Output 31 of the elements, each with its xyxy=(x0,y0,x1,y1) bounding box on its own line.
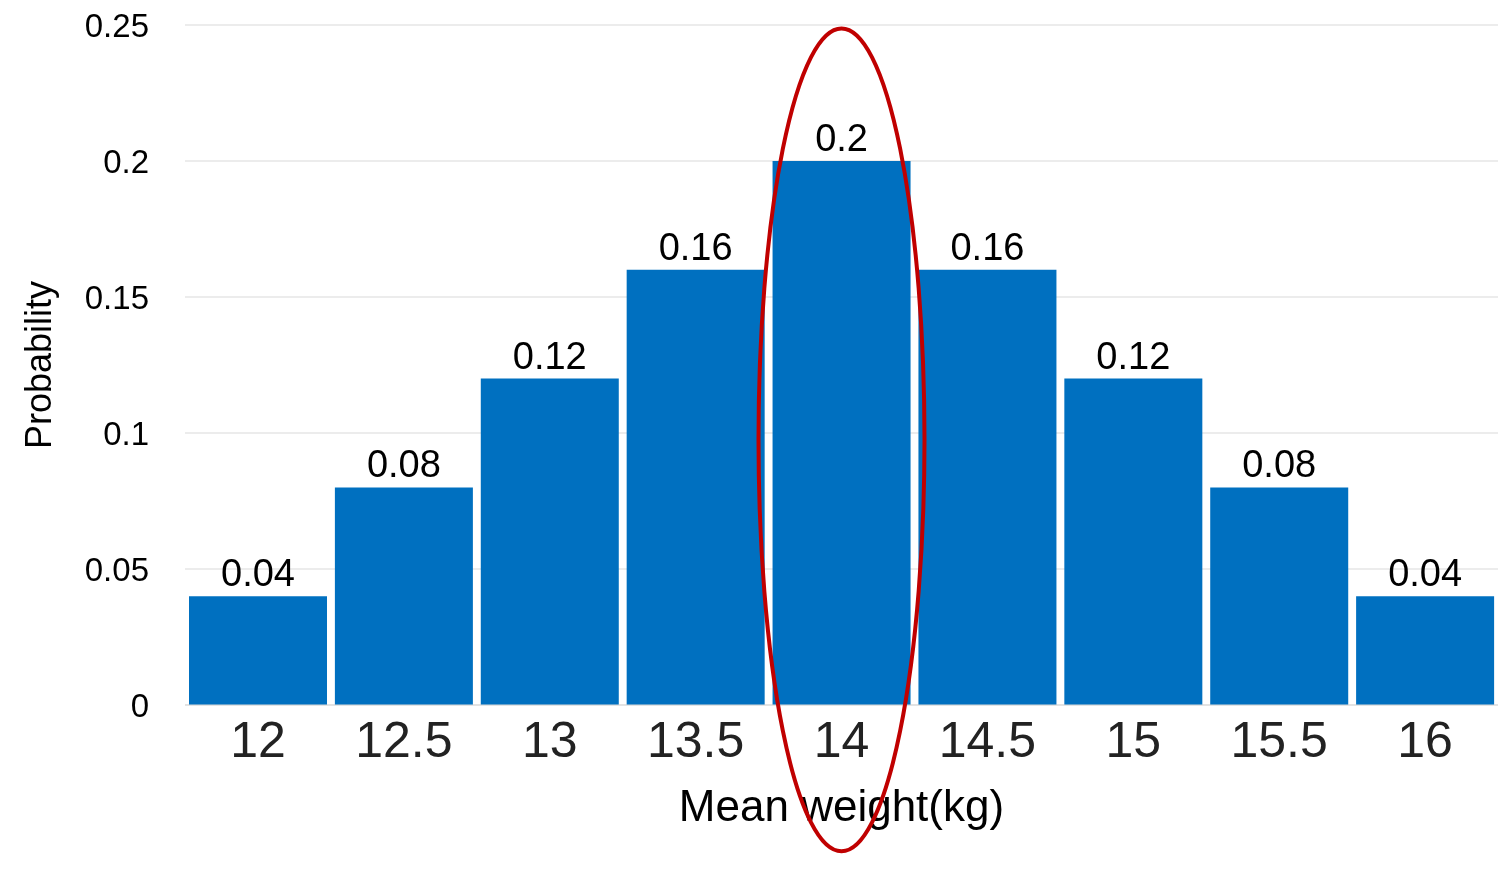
data-label: 0.16 xyxy=(658,225,733,268)
bar xyxy=(189,596,327,705)
y-tick-label: 0.15 xyxy=(84,278,149,316)
x-tick-label: 16 xyxy=(1397,711,1453,768)
x-tick-label: 14 xyxy=(813,711,870,768)
y-tick-label: 0 xyxy=(130,686,149,724)
y-tick-label: 0.1 xyxy=(103,414,149,452)
bar xyxy=(480,378,619,705)
bar xyxy=(1210,487,1349,705)
bar xyxy=(1064,378,1203,705)
x-tick-label: 13.5 xyxy=(646,711,745,768)
y-axis-title: Probability xyxy=(17,280,59,450)
data-label: 0.12 xyxy=(512,334,587,377)
data-label: 0.04 xyxy=(1388,552,1463,595)
data-label: 0.08 xyxy=(1242,443,1317,486)
y-tick-label: 0.25 xyxy=(84,6,149,44)
data-label: 0.12 xyxy=(1096,334,1171,377)
x-tick-label: 13 xyxy=(521,711,578,768)
data-label: 0.08 xyxy=(366,443,441,486)
data-label: 0.2 xyxy=(815,117,868,159)
x-tick-label: 15.5 xyxy=(1230,711,1328,768)
bar xyxy=(334,487,473,705)
y-tick-label: 0.2 xyxy=(103,142,149,180)
y-tick-label: 0.05 xyxy=(84,550,149,588)
data-label: 0.16 xyxy=(950,225,1025,268)
x-tick-label: 12 xyxy=(230,711,286,768)
x-tick-label: 14.5 xyxy=(938,711,1037,768)
data-label: 0.04 xyxy=(221,552,295,595)
x-tick-label: 15 xyxy=(1105,711,1162,768)
x-tick-label: 12.5 xyxy=(355,711,453,768)
bar xyxy=(1356,596,1495,705)
